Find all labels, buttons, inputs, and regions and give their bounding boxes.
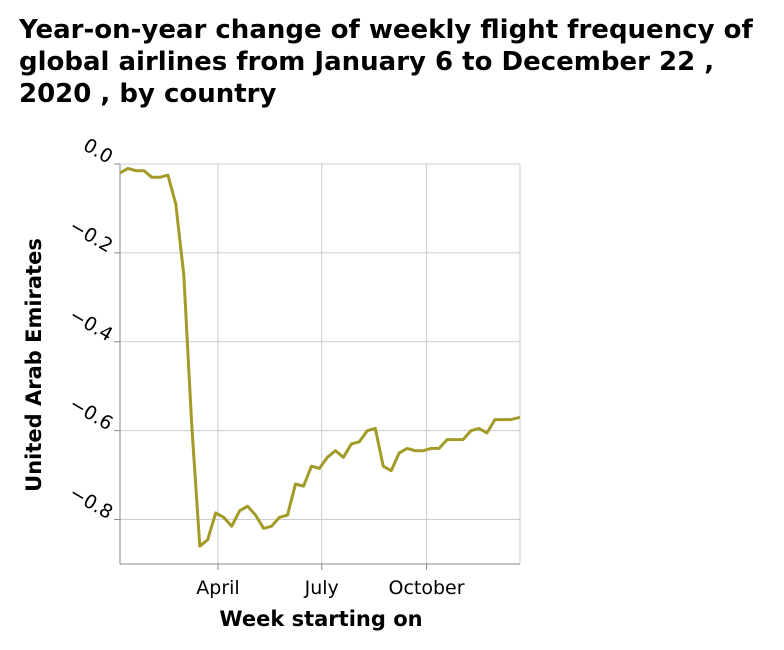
series-line [119,166,521,548]
x-tick-label: October [389,577,465,599]
y-axis-title: United Arab Emirates [22,238,46,492]
chart-title: Year-on-year change of weekly flight fre… [19,15,753,109]
y-tick-label: −0.2 [66,215,117,257]
y-tick-label: −0.6 [66,393,117,435]
y-tick-label: −0.8 [66,482,117,524]
x-tick-label: April [196,577,239,599]
series-layer [119,166,521,548]
x-tick-label: July [304,577,339,599]
y-tick-label: 0.0 [79,134,116,168]
y-tick-label: −0.4 [66,304,117,346]
grid [120,163,521,565]
x-axis-title: Week starting on [219,607,422,631]
axes [114,163,520,570]
